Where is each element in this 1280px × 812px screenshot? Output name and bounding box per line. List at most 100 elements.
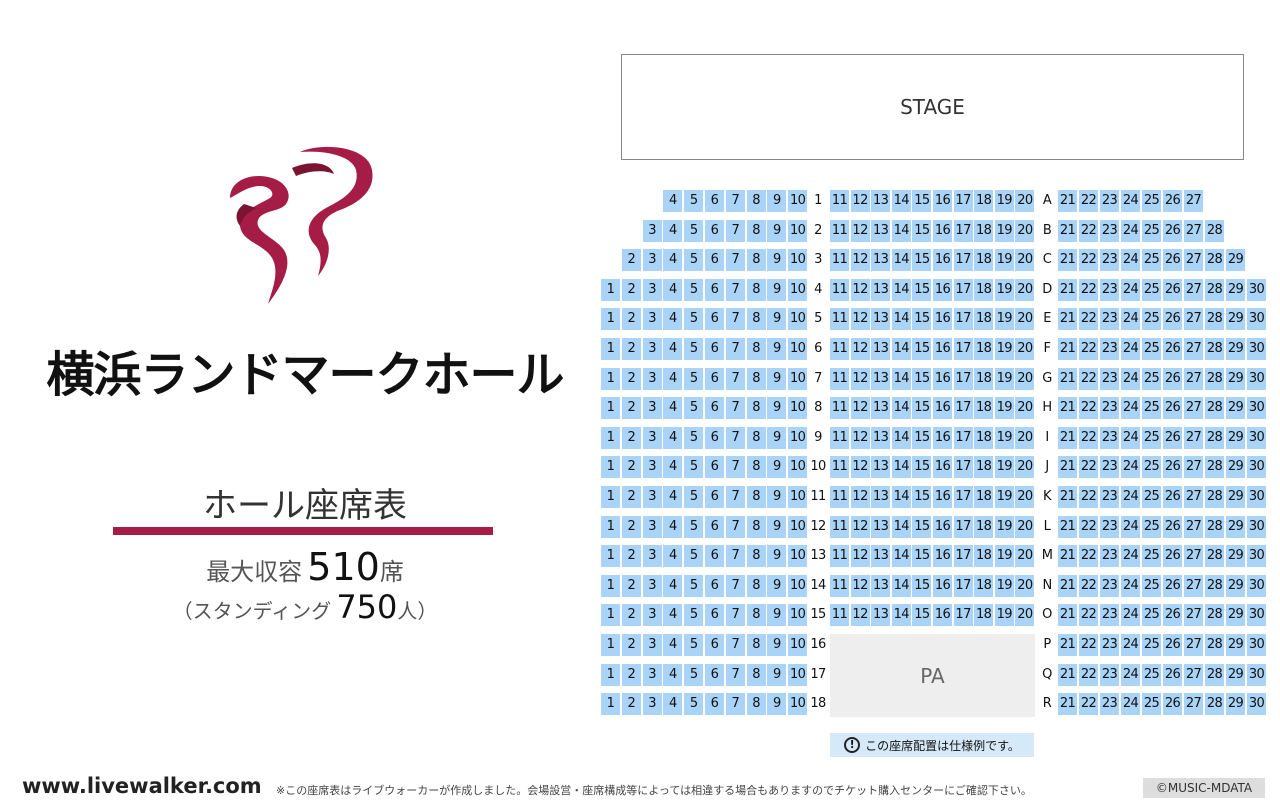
seat-row-H-28[interactable]: 28 <box>1205 397 1224 420</box>
seat-row-12-14[interactable]: 14 <box>891 515 911 538</box>
seat-row-J-25[interactable]: 25 <box>1142 456 1161 479</box>
seat-row-8-4[interactable]: 4 <box>663 397 683 420</box>
seat-row-13-4[interactable]: 4 <box>663 545 683 568</box>
seat-row-17-9[interactable]: 9 <box>767 663 787 686</box>
seat-row-C-28[interactable]: 28 <box>1205 249 1224 272</box>
seat-row-17-8[interactable]: 8 <box>746 663 766 686</box>
seat-row-G-21[interactable]: 21 <box>1058 367 1077 390</box>
seat-row-11-16[interactable]: 16 <box>933 486 952 508</box>
seat-row-K-27[interactable]: 27 <box>1184 486 1203 508</box>
seat-row-P-27[interactable]: 27 <box>1184 634 1203 656</box>
seat-row-16-6[interactable]: 6 <box>705 634 724 656</box>
seat-row-B-27[interactable]: 27 <box>1184 219 1203 242</box>
seat-row-16-10[interactable]: 10 <box>788 634 808 656</box>
seat-row-K-24[interactable]: 24 <box>1121 486 1140 508</box>
seat-row-M-24[interactable]: 24 <box>1121 545 1140 568</box>
seat-row-15-4[interactable]: 4 <box>663 604 683 627</box>
seat-row-P-29[interactable]: 29 <box>1226 634 1245 656</box>
seat-row-11-14[interactable]: 14 <box>891 486 911 508</box>
seat-row-G-28[interactable]: 28 <box>1205 367 1224 390</box>
seat-row-F-23[interactable]: 23 <box>1100 338 1119 360</box>
seat-row-18-2[interactable]: 2 <box>621 693 641 716</box>
seat-row-8-2[interactable]: 2 <box>621 397 641 420</box>
seat-row-12-11[interactable]: 11 <box>830 515 849 538</box>
seat-row-9-7[interactable]: 7 <box>725 426 745 449</box>
seat-row-14-13[interactable]: 13 <box>871 574 891 597</box>
seat-row-M-21[interactable]: 21 <box>1058 545 1077 568</box>
seat-row-3-8[interactable]: 8 <box>746 249 766 272</box>
seat-row-2-6[interactable]: 6 <box>705 219 724 242</box>
seat-row-P-28[interactable]: 28 <box>1205 634 1224 656</box>
seat-row-8-16[interactable]: 16 <box>933 397 952 420</box>
seat-row-2-4[interactable]: 4 <box>663 219 683 242</box>
seat-row-C-27[interactable]: 27 <box>1184 249 1203 272</box>
seat-row-2-19[interactable]: 19 <box>994 219 1014 242</box>
seat-row-A-22[interactable]: 22 <box>1079 190 1098 212</box>
seat-row-N-26[interactable]: 26 <box>1163 574 1182 597</box>
seat-row-13-7[interactable]: 7 <box>725 545 745 568</box>
seat-row-I-30[interactable]: 30 <box>1247 426 1266 449</box>
seat-row-J-24[interactable]: 24 <box>1121 456 1140 479</box>
seat-row-F-24[interactable]: 24 <box>1121 338 1140 360</box>
seat-row-D-30[interactable]: 30 <box>1247 278 1266 301</box>
seat-row-5-10[interactable]: 10 <box>788 308 808 331</box>
seat-row-D-27[interactable]: 27 <box>1184 278 1203 301</box>
seat-row-4-18[interactable]: 18 <box>974 278 994 301</box>
site-url[interactable]: www.livewalker.com <box>22 774 262 798</box>
seat-row-M-28[interactable]: 28 <box>1205 545 1224 568</box>
seat-row-12-9[interactable]: 9 <box>767 515 787 538</box>
seat-row-7-6[interactable]: 6 <box>705 367 724 390</box>
seat-row-17-10[interactable]: 10 <box>788 663 808 686</box>
seat-row-13-1[interactable]: 1 <box>601 545 620 568</box>
seat-row-13-16[interactable]: 16 <box>933 545 952 568</box>
seat-row-2-7[interactable]: 7 <box>725 219 745 242</box>
seat-row-12-8[interactable]: 8 <box>746 515 766 538</box>
seat-row-15-14[interactable]: 14 <box>891 604 911 627</box>
seat-row-D-21[interactable]: 21 <box>1058 278 1077 301</box>
seat-row-14-11[interactable]: 11 <box>830 574 849 597</box>
seat-row-5-5[interactable]: 5 <box>684 308 704 331</box>
seat-row-B-25[interactable]: 25 <box>1142 219 1161 242</box>
seat-row-17-1[interactable]: 1 <box>601 663 620 686</box>
seat-row-F-30[interactable]: 30 <box>1247 338 1266 360</box>
seat-row-O-25[interactable]: 25 <box>1142 604 1161 627</box>
seat-row-13-11[interactable]: 11 <box>830 545 849 568</box>
seat-row-L-30[interactable]: 30 <box>1247 515 1266 538</box>
seat-row-15-8[interactable]: 8 <box>746 604 766 627</box>
seat-row-12-6[interactable]: 6 <box>705 515 724 538</box>
seat-row-3-20[interactable]: 20 <box>1015 249 1035 272</box>
seat-row-O-24[interactable]: 24 <box>1121 604 1140 627</box>
seat-row-13-10[interactable]: 10 <box>788 545 808 568</box>
seat-row-5-16[interactable]: 16 <box>933 308 952 331</box>
seat-row-H-30[interactable]: 30 <box>1247 397 1266 420</box>
seat-row-1-10[interactable]: 10 <box>788 190 808 212</box>
seat-row-2-16[interactable]: 16 <box>933 219 952 242</box>
seat-row-4-15[interactable]: 15 <box>912 278 932 301</box>
seat-row-10-15[interactable]: 15 <box>912 456 932 479</box>
seat-row-7-3[interactable]: 3 <box>642 367 662 390</box>
seat-row-10-6[interactable]: 6 <box>705 456 724 479</box>
seat-row-O-21[interactable]: 21 <box>1058 604 1077 627</box>
seat-row-Q-21[interactable]: 21 <box>1058 663 1077 686</box>
seat-row-8-13[interactable]: 13 <box>871 397 891 420</box>
seat-row-3-9[interactable]: 9 <box>767 249 787 272</box>
seat-row-2-12[interactable]: 12 <box>850 219 870 242</box>
seat-row-10-13[interactable]: 13 <box>871 456 891 479</box>
seat-row-O-30[interactable]: 30 <box>1247 604 1266 627</box>
seat-row-8-17[interactable]: 17 <box>953 397 973 420</box>
seat-row-14-17[interactable]: 17 <box>953 574 973 597</box>
seat-row-K-23[interactable]: 23 <box>1100 486 1119 508</box>
seat-row-8-10[interactable]: 10 <box>788 397 808 420</box>
seat-row-Q-28[interactable]: 28 <box>1205 663 1224 686</box>
seat-row-C-22[interactable]: 22 <box>1079 249 1098 272</box>
seat-row-10-9[interactable]: 9 <box>767 456 787 479</box>
seat-row-R-25[interactable]: 25 <box>1142 693 1161 716</box>
seat-row-4-17[interactable]: 17 <box>953 278 973 301</box>
seat-row-4-12[interactable]: 12 <box>850 278 870 301</box>
seat-row-12-10[interactable]: 10 <box>788 515 808 538</box>
seat-row-5-9[interactable]: 9 <box>767 308 787 331</box>
seat-row-5-8[interactable]: 8 <box>746 308 766 331</box>
seat-row-14-19[interactable]: 19 <box>994 574 1014 597</box>
seat-row-1-5[interactable]: 5 <box>684 190 704 212</box>
seat-row-7-16[interactable]: 16 <box>933 367 952 390</box>
